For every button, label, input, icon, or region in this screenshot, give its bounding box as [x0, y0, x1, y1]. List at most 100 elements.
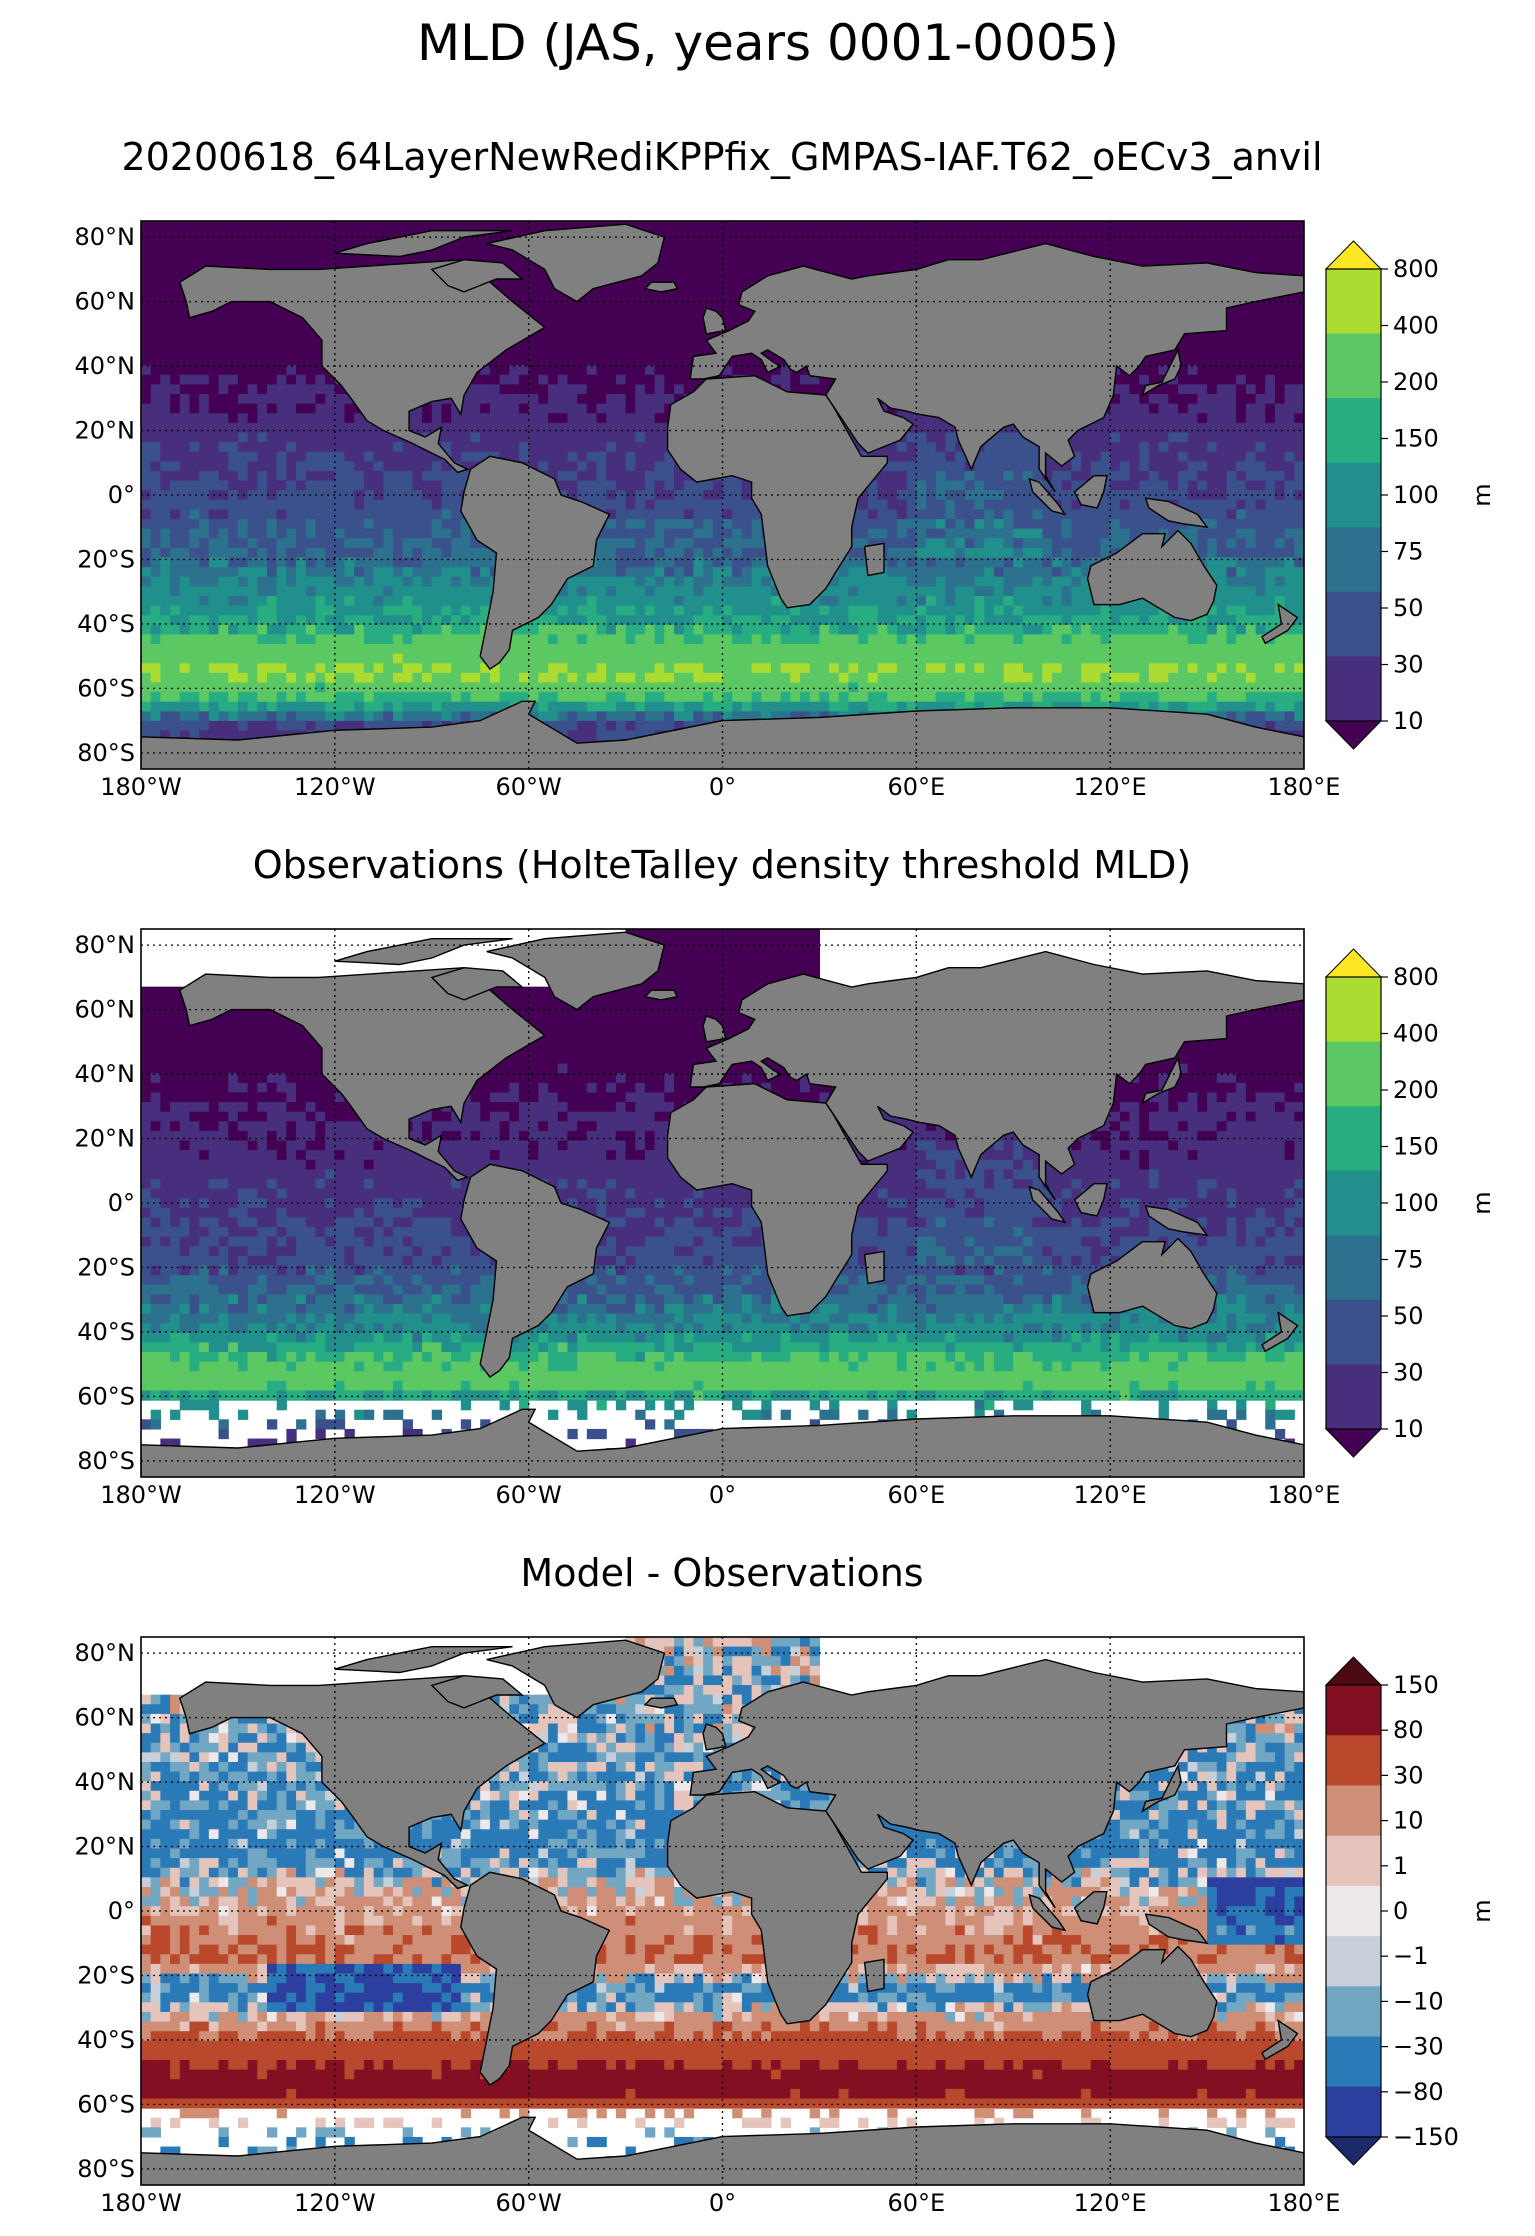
colorbar-tick-label: 1 — [1393, 1852, 1408, 1880]
colorbar-tick-label: 10 — [1393, 1415, 1424, 1443]
land-greenland — [486, 1639, 666, 1719]
panel-difference-gridlines — [141, 1637, 1304, 2185]
panel-difference-frame — [140, 1636, 1305, 2186]
colorbar-swatch — [1326, 462, 1381, 528]
colorbar-unit-label: m — [1468, 483, 1496, 506]
colorbar-swatch — [1326, 1986, 1381, 2038]
x-tick-label: 180°W — [100, 1481, 182, 1509]
colorbar-extend-min — [1324, 720, 1383, 750]
colorbar-tick-label: 800 — [1393, 255, 1439, 283]
colorbar-swatch — [1326, 591, 1381, 657]
colorbar-swatch — [1326, 1735, 1381, 1786]
land-borneo — [1073, 475, 1108, 509]
x-tick-label: 60°E — [887, 2189, 945, 2217]
colorbar-tick-label: 75 — [1393, 1246, 1424, 1274]
colorbar-tick-label: −80 — [1393, 2078, 1444, 2106]
land-australia — [1086, 1237, 1218, 1330]
panel-difference-axis-ticks: 180°W 120°W 60°W 0° 60°E 120°E 180°E 80°N 60°N 40… — [75, 1639, 1341, 2217]
y-tick-label: 0° — [108, 1189, 135, 1217]
land-eurasia — [689, 950, 1304, 1201]
colorbar-extend-min — [1324, 1428, 1383, 1458]
colorbar-tick-label: 150 — [1393, 1133, 1439, 1161]
y-tick-label: 40°S — [77, 610, 135, 638]
colorbar-swatch — [1326, 977, 1381, 1043]
colorbar-tick-label: 0 — [1393, 1897, 1408, 1925]
colorbar-swatch — [1326, 398, 1381, 464]
land-baffin — [430, 966, 525, 1001]
x-tick-label: 120°E — [1074, 773, 1147, 801]
panel-difference-map — [140, 1636, 1305, 2186]
colorbar-tick-label: 400 — [1393, 1020, 1439, 1048]
panel-model: 20200618_64LayerNewRediKPPfix_GMPAS-IAF.… — [75, 135, 1497, 801]
panel-observations-map — [140, 928, 1305, 1478]
land-arcticisl — [334, 938, 513, 966]
y-tick-label: 80°N — [75, 931, 136, 959]
x-tick-label: 60°W — [496, 1481, 562, 1509]
colorbar-swatch — [1326, 2086, 1381, 2138]
land-newguinea — [1144, 1205, 1209, 1237]
land-arcticisl — [334, 1645, 513, 1674]
colorbar-tick-label: 30 — [1393, 1761, 1424, 1789]
panel-model-land — [141, 223, 1304, 769]
colorbar-swatch — [1326, 1785, 1381, 1837]
y-tick-label: 40°N — [75, 352, 136, 380]
colorbar-tick-label: −10 — [1393, 1987, 1444, 2015]
colorbar-extend-max — [1324, 1656, 1383, 1686]
figure-title: MLD (JAS, years 0001-0005) — [417, 14, 1119, 72]
land-namerica — [178, 1674, 547, 1890]
colorbar-swatch — [1326, 333, 1381, 399]
panel-difference: Model - Observations −150−80−30−10−10110… — [75, 1551, 1497, 2217]
land-sumatra — [1028, 1185, 1067, 1224]
colorbar-tick-label: −1 — [1393, 1942, 1428, 1970]
colorbar-tick-label: 50 — [1393, 1302, 1424, 1330]
colorbar-tick-label: 200 — [1393, 368, 1439, 396]
land-australia — [1086, 1945, 1218, 2038]
colorbar-swatch — [1326, 1835, 1381, 1887]
colorbar-swatch — [1326, 1170, 1381, 1236]
colorbar-tick-label: −30 — [1393, 2033, 1444, 2061]
y-tick-label: 60°S — [77, 674, 135, 702]
colorbar-tick-label: −150 — [1393, 2123, 1459, 2151]
x-tick-label: 0° — [709, 773, 736, 801]
x-tick-label: 180°W — [100, 2189, 182, 2217]
x-tick-label: 0° — [709, 2189, 736, 2217]
colorbar-swatch — [1326, 527, 1381, 593]
y-tick-label: 60°S — [77, 1382, 135, 1410]
panel-difference-land — [141, 1639, 1304, 2185]
x-tick-label: 180°E — [1268, 773, 1341, 801]
x-tick-label: 60°W — [496, 773, 562, 801]
x-tick-label: 120°W — [294, 2189, 376, 2217]
y-tick-label: 40°S — [77, 1318, 135, 1346]
colorbar-unit-label: m — [1468, 1191, 1496, 1214]
land-borneo — [1073, 1182, 1108, 1217]
land-namerica — [178, 966, 547, 1182]
panel-observations-gridlines — [141, 929, 1304, 1477]
land-greenland — [486, 223, 666, 303]
y-tick-label: 20°N — [75, 417, 136, 445]
colorbar-unit-label: m — [1468, 1899, 1496, 1922]
colorbar-swatch — [1326, 1685, 1381, 1736]
y-tick-label: 0° — [108, 1897, 135, 1925]
colorbar-swatch — [1326, 1885, 1381, 1937]
panel-observations-land — [141, 931, 1304, 1477]
land-greenland — [486, 931, 666, 1011]
land-iceland — [643, 989, 679, 1001]
x-tick-label: 120°W — [294, 773, 376, 801]
land-newguinea — [1144, 1913, 1209, 1945]
colorbar-tick-label: 30 — [1393, 651, 1424, 679]
colorbar-tick-label: 100 — [1393, 1189, 1439, 1217]
colorbar-swatch — [1326, 1936, 1381, 1987]
y-tick-label: 80°N — [75, 1639, 136, 1667]
colorbar-tick-label: 150 — [1393, 1671, 1439, 1699]
x-tick-label: 120°E — [1074, 2189, 1147, 2217]
x-tick-label: 60°E — [887, 1481, 945, 1509]
land-sumatra — [1028, 1893, 1067, 1932]
colorbar-swatch — [1326, 2036, 1381, 2088]
land-newguinea — [1144, 497, 1209, 529]
colorbar-tick-label: 10 — [1393, 1807, 1424, 1835]
colorbar-tick-label: 10 — [1393, 707, 1424, 735]
x-tick-label: 180°W — [100, 773, 182, 801]
colorbar-tick-label: 50 — [1393, 594, 1424, 622]
